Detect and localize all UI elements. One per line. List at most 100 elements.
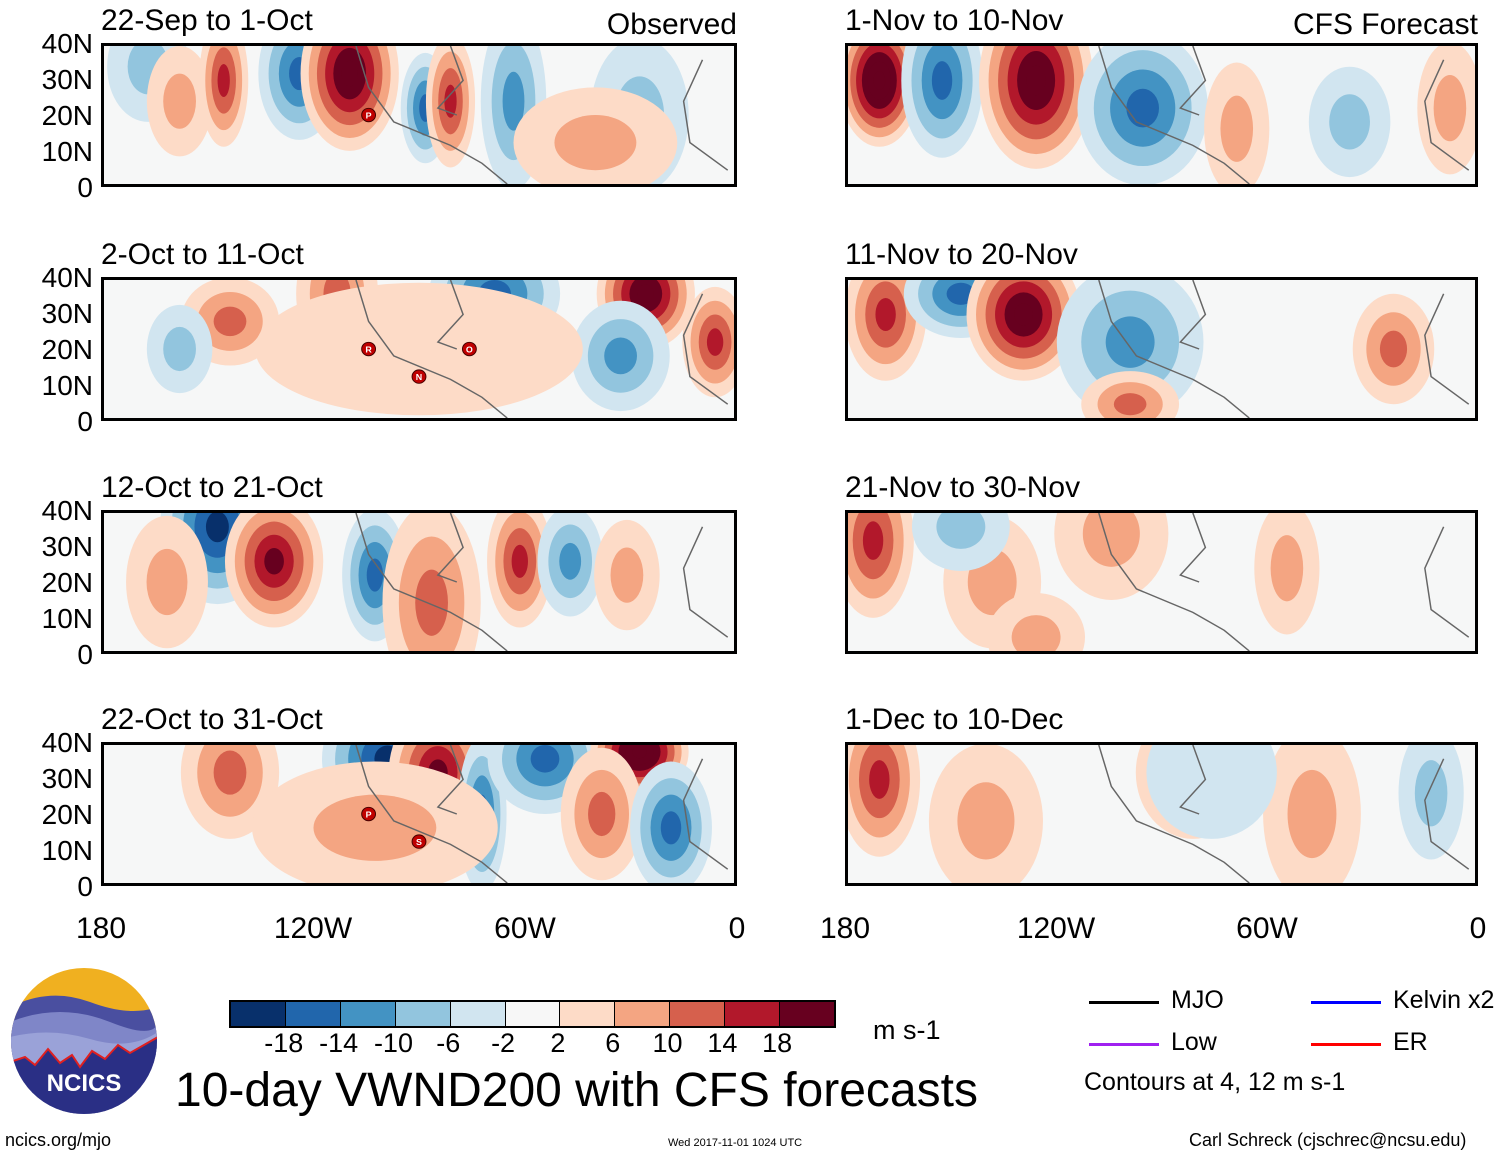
colorbar-swatch [560, 1002, 616, 1026]
colorbar [229, 1000, 836, 1028]
y-tick-label: 20N [41, 334, 93, 365]
legend-label: Low [1171, 1028, 1217, 1056]
storm-marker: N [411, 369, 427, 384]
anomaly-contour-fill [873, 71, 886, 90]
anomaly-contour-fill [1414, 760, 1448, 827]
map-panel [845, 510, 1478, 654]
anomaly-contour-fill [163, 73, 196, 129]
legend-swatch-er [1311, 1043, 1381, 1046]
anomaly-contour-fill [1270, 535, 1304, 602]
anomaly-contour-fill [1433, 74, 1467, 142]
colorbar-tick-label: 14 [707, 1028, 738, 1058]
anomaly-contour-fill [1082, 513, 1140, 567]
author-credit: Carl Schreck (cjschrec@ncsu.edu) [1189, 1130, 1467, 1150]
y-tick-label: 10N [41, 370, 93, 401]
svg-text:R: R [365, 344, 372, 354]
y-tick-label: 10N [41, 835, 93, 866]
y-tick-label: 40N [41, 262, 93, 293]
ncics-logo: NCICS [10, 967, 158, 1115]
anomaly-contour-fill [1014, 303, 1034, 326]
svg-text:S: S [416, 837, 422, 847]
map-panel: R N O [101, 277, 737, 421]
colorbar-units: m s-1 [873, 1015, 941, 1045]
svg-text:P: P [366, 809, 372, 819]
anomaly-contour-fill [1126, 88, 1159, 128]
colorbar-tick-label: -2 [491, 1028, 516, 1058]
panel-title: 1-Nov to 10-Nov [845, 4, 1064, 37]
x-tick-label: 180 [819, 912, 871, 945]
anomaly-contour-fill [213, 306, 247, 337]
colorbar-swatch [340, 1002, 396, 1026]
y-tick-label: 30N [41, 298, 93, 329]
svg-text:N: N [416, 372, 422, 382]
colorbar-tick-label: 2 [550, 1028, 566, 1058]
map-panel: P [101, 43, 737, 187]
storm-marker: P [361, 107, 377, 123]
anomaly-contour-fill [415, 569, 448, 636]
anomaly-contour-fill [637, 284, 654, 303]
y-tick-label: 0 [77, 871, 93, 902]
colorbar-swatch [231, 1002, 286, 1026]
coastline [1098, 513, 1470, 651]
site-link[interactable]: ncics.org/mjo [5, 1130, 112, 1150]
y-tick-label: 0 [77, 172, 93, 203]
coastline [355, 280, 729, 418]
legend-swatch-low [1089, 1043, 1159, 1046]
panel-column-label: CFS Forecast [1292, 8, 1478, 41]
timestamp: Wed 2017-11-01 1024 UTC [668, 1137, 803, 1149]
storm-marker: R [361, 341, 377, 357]
x-tick-label: 60W [494, 912, 556, 945]
y-tick-label: 20N [41, 567, 93, 598]
y-tick-label: 40N [41, 495, 93, 526]
panel-title: 11-Nov to 20-Nov [845, 238, 1078, 271]
anomaly-contour-fill [1113, 393, 1147, 416]
svg-text:O: O [466, 344, 473, 354]
anomaly-contour-fill [255, 282, 583, 416]
anomaly-contour-fill [1011, 615, 1061, 651]
coastline [1098, 46, 1470, 184]
anomaly-contour-fill [444, 84, 457, 118]
legend-label: MJO [1171, 986, 1224, 1014]
anomaly-contour-fill [502, 71, 525, 131]
map-panel [845, 277, 1478, 421]
colorbar-swatch [725, 1002, 781, 1026]
anomaly-contour-fill [217, 63, 230, 98]
colorbar-swatch [285, 1002, 341, 1026]
anomaly-contour-fill [862, 521, 884, 560]
anomaly-contour-fill [213, 750, 247, 795]
colorbar-swatch [505, 1002, 561, 1026]
anomaly-contour-fill [163, 326, 196, 372]
legend-label: Kelvin x2 [1393, 986, 1495, 1014]
anomaly-contour-fill [313, 794, 437, 861]
panel-title: 22-Sep to 1-Oct [101, 4, 313, 37]
colorbar-tick-label: -14 [319, 1028, 359, 1058]
anomaly-contour-fill [632, 745, 647, 759]
colorbar-tick-label: 6 [605, 1028, 621, 1058]
anomaly-contour-fill [530, 745, 560, 773]
colorbar-tick-label: -18 [264, 1028, 304, 1058]
colorbar-tick-label: -10 [373, 1028, 413, 1058]
y-tick-label: 30N [41, 763, 93, 794]
coastline [1098, 745, 1470, 883]
storm-marker: P [361, 806, 377, 822]
colorbar-tick-label: 18 [762, 1028, 793, 1058]
anomaly-contour-fill [1379, 330, 1408, 368]
anomaly-contour-fill [869, 760, 890, 799]
y-tick-label: 30N [41, 64, 93, 95]
anomaly-contour-fill [205, 513, 229, 543]
x-tick-label: 0 [728, 912, 746, 945]
colorbar-swatch [615, 1002, 671, 1026]
colorbar-swatch [670, 1002, 726, 1026]
colorbar-swatch [780, 1002, 834, 1026]
legend-note: Contours at 4, 12 m s-1 [1084, 1068, 1346, 1096]
legend-label: ER [1393, 1028, 1428, 1056]
x-tick-label: 60W [1236, 912, 1298, 945]
anomaly-contour-fill [1329, 94, 1370, 150]
anomaly-contour-fill [554, 115, 637, 171]
panel-column-label: Observed [606, 8, 737, 41]
anomaly-contour-fill [588, 791, 616, 837]
anomaly-contour-fill [660, 811, 682, 845]
y-tick-label: 10N [41, 136, 93, 167]
anomaly-contour-fill [936, 513, 986, 549]
anomaly-contour-fill [264, 548, 284, 575]
